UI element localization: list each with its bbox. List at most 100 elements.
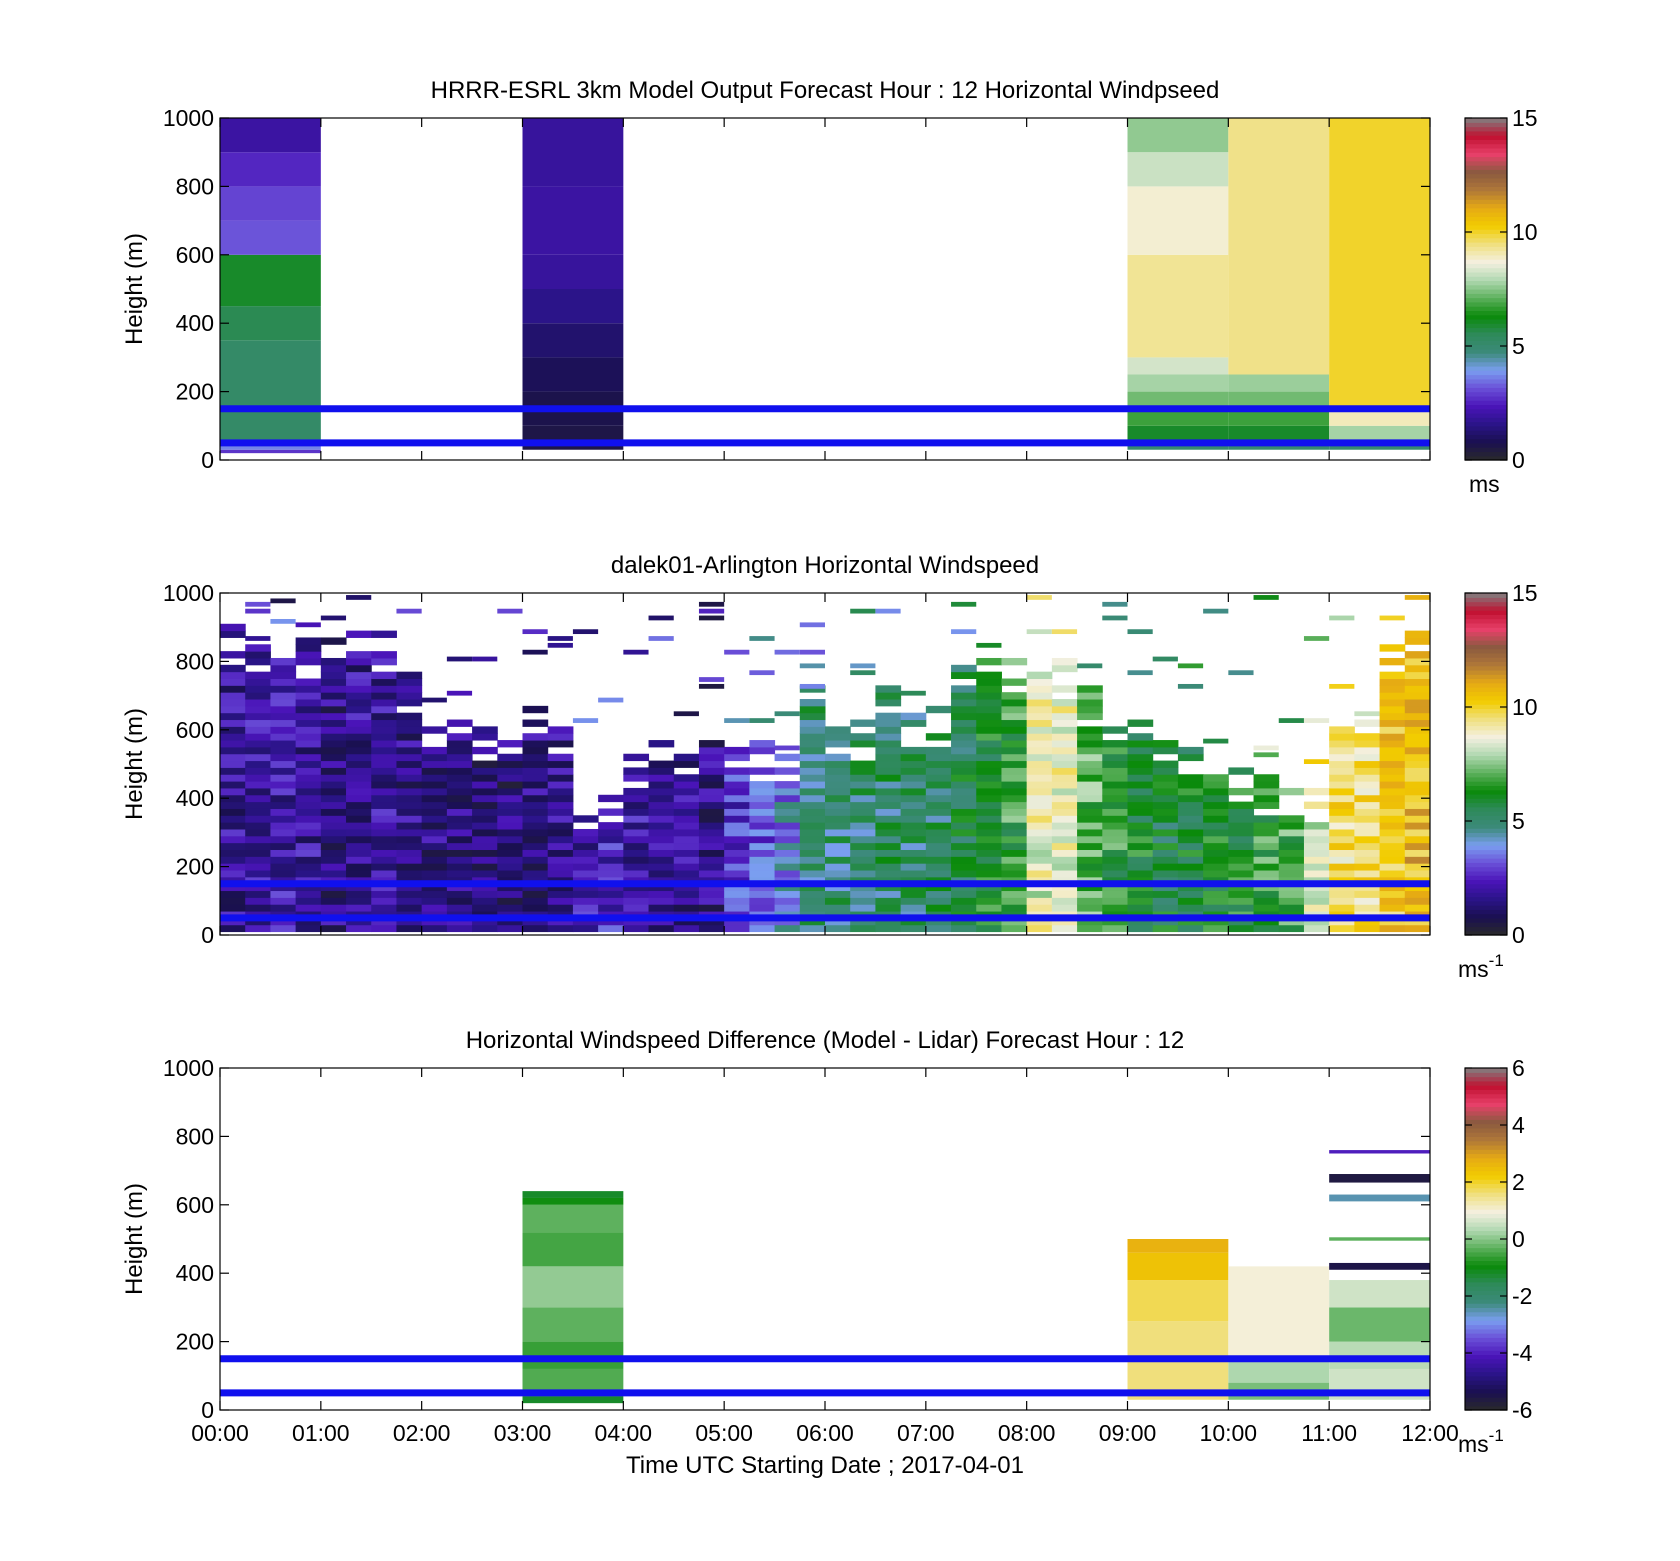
heatmap-cell bbox=[1253, 890, 1280, 898]
heatmap-cell bbox=[396, 767, 423, 775]
heatmap-cell bbox=[623, 649, 649, 655]
heatmap-cell bbox=[1051, 801, 1078, 809]
colorbar-segment bbox=[1465, 412, 1507, 418]
heatmap-cell bbox=[1152, 656, 1178, 662]
heatmap-cell bbox=[825, 924, 851, 933]
heatmap-cell bbox=[1001, 712, 1028, 721]
heatmap-cell bbox=[825, 828, 851, 837]
heatmap-cell bbox=[320, 719, 347, 727]
heatmap-cell bbox=[1379, 712, 1406, 721]
colorbar-segment bbox=[1465, 746, 1507, 752]
heatmap-cell bbox=[1077, 897, 1103, 905]
colorbar-segment bbox=[1465, 1127, 1507, 1133]
heatmap-cell bbox=[1102, 808, 1128, 816]
heatmap-cell bbox=[951, 897, 977, 905]
heatmap-cell bbox=[774, 890, 801, 898]
heatmap-cell bbox=[1379, 924, 1406, 933]
colorbar-segment bbox=[1465, 1153, 1507, 1159]
heatmap-cell bbox=[1354, 781, 1381, 789]
heatmap-cell bbox=[623, 801, 650, 809]
heatmap-cell bbox=[850, 815, 876, 823]
heatmap-cell bbox=[245, 753, 271, 762]
heatmap-cell bbox=[1379, 917, 1406, 926]
heatmap-cell bbox=[774, 753, 801, 762]
heatmap-cell bbox=[976, 753, 1002, 762]
heatmap-cell bbox=[547, 863, 574, 871]
heatmap-cell bbox=[1329, 917, 1355, 926]
heatmap-cell bbox=[749, 856, 776, 864]
heatmap-cell bbox=[1026, 671, 1053, 679]
heatmap-cell bbox=[320, 699, 347, 707]
heatmap-cell bbox=[749, 808, 776, 816]
heatmap-cell bbox=[1077, 808, 1103, 816]
heatmap-cell bbox=[900, 774, 927, 782]
heatmap-cell bbox=[245, 924, 271, 933]
heatmap-cell bbox=[1404, 842, 1430, 850]
heatmap-cell bbox=[925, 808, 952, 816]
heatmap-cell bbox=[1127, 1252, 1229, 1281]
heatmap-cell bbox=[648, 842, 675, 850]
heatmap-cell bbox=[774, 711, 800, 717]
heatmap-cell bbox=[1102, 615, 1128, 621]
heatmap-cell bbox=[1329, 897, 1355, 905]
heatmap-cell bbox=[346, 712, 372, 721]
heatmap-cell bbox=[900, 808, 927, 816]
heatmap-cell bbox=[1404, 678, 1430, 686]
colorbar-segment bbox=[1465, 1174, 1507, 1180]
heatmap-cell bbox=[1077, 767, 1103, 775]
colorbar-segment bbox=[1465, 593, 1507, 598]
heatmap-cell bbox=[1379, 774, 1406, 782]
heatmap-cell bbox=[220, 835, 246, 844]
heatmap-cell bbox=[749, 822, 776, 830]
heatmap-cell bbox=[396, 822, 423, 830]
x-tick-label: 07:00 bbox=[897, 1420, 955, 1446]
heatmap-cell bbox=[421, 870, 448, 878]
heatmap-cell bbox=[976, 740, 1002, 748]
colorbar-tick-label: 6 bbox=[1512, 1055, 1525, 1081]
colorbar-segment bbox=[1465, 434, 1507, 440]
heatmap-cell bbox=[1026, 801, 1053, 809]
heatmap-cell bbox=[1203, 828, 1229, 837]
heatmap-cell bbox=[1203, 738, 1229, 744]
heatmap-cell bbox=[1253, 883, 1280, 892]
heatmap-cell bbox=[522, 1204, 624, 1233]
heatmap-cell bbox=[900, 904, 927, 912]
heatmap-cell bbox=[371, 890, 397, 898]
heatmap-cell bbox=[1127, 863, 1154, 871]
heatmap-cell bbox=[1228, 822, 1255, 830]
heatmap-cell bbox=[976, 726, 1002, 734]
heatmap-cell bbox=[522, 856, 549, 864]
colorbar-tick-label: 5 bbox=[1512, 808, 1525, 834]
heatmap-cell bbox=[1228, 670, 1254, 676]
heatmap-cell bbox=[371, 808, 397, 816]
heatmap-cell bbox=[1077, 746, 1103, 755]
heatmap-cell bbox=[900, 863, 927, 871]
heatmap-cell bbox=[951, 740, 977, 748]
heatmap-cell bbox=[320, 822, 347, 830]
colorbar-segment bbox=[1465, 271, 1507, 277]
heatmap-cell bbox=[446, 883, 473, 892]
heatmap-cell bbox=[497, 856, 523, 864]
heatmap-cell bbox=[1177, 904, 1204, 912]
heatmap-cell bbox=[497, 917, 523, 926]
heatmap-cell bbox=[1102, 822, 1128, 830]
heatmap-cell bbox=[1329, 753, 1355, 762]
heatmap-cell bbox=[1127, 787, 1154, 796]
heatmap-cell bbox=[1329, 767, 1355, 775]
heatmap-cell bbox=[220, 254, 321, 307]
heatmap-cell bbox=[1001, 808, 1028, 816]
heatmap-cell bbox=[1051, 705, 1078, 714]
colorbar-segment bbox=[1465, 704, 1507, 710]
heatmap-cell bbox=[220, 774, 246, 782]
heatmap-cell bbox=[976, 849, 1002, 857]
heatmap-cell bbox=[1102, 835, 1128, 844]
y-axis-label: Height (m) bbox=[121, 233, 148, 345]
heatmap-cell bbox=[1102, 897, 1128, 905]
colorbar-segment bbox=[1465, 1217, 1507, 1223]
heatmap-cell bbox=[1379, 781, 1406, 789]
heatmap-cell bbox=[421, 815, 448, 823]
colorbar-segment bbox=[1465, 687, 1507, 692]
heatmap-cell bbox=[774, 924, 801, 933]
colorbar-segment bbox=[1465, 657, 1507, 662]
heatmap-cell bbox=[295, 787, 322, 796]
